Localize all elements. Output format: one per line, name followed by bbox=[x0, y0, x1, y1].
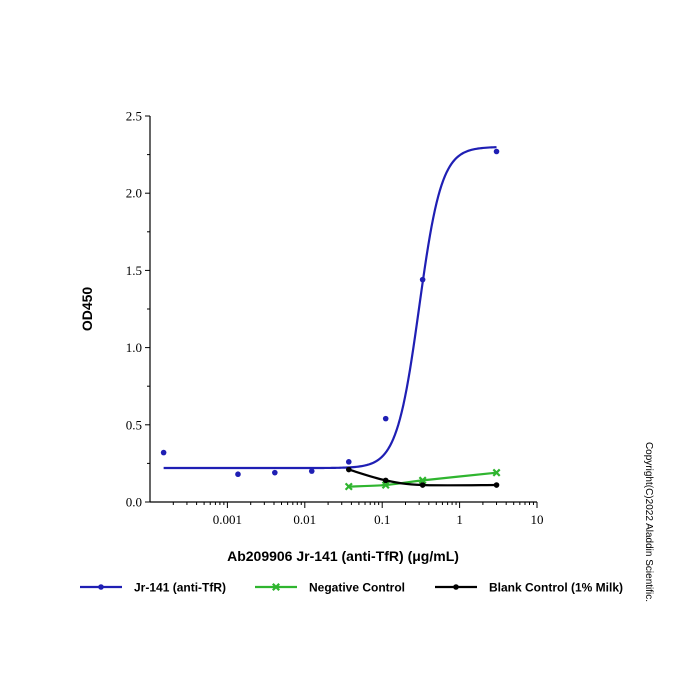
y-axis-title: OD450 bbox=[79, 287, 95, 332]
legend-item-blank-control-1-milk: Blank Control (1% Milk) bbox=[435, 581, 623, 595]
y-tick-label-1: 0.5 bbox=[126, 417, 142, 432]
series-jr-141-anti-tfr-point-6 bbox=[419, 276, 426, 283]
series-jr-141-anti-tfr-point-3 bbox=[308, 468, 315, 474]
y-ticks: 0.0 0.5 1.0 1.5 2.0 2.5 bbox=[126, 109, 150, 510]
legend-item-jr-141-anti-tfr: Jr-141 (anti-TfR) bbox=[80, 581, 226, 595]
series-jr-141-anti-tfr-point-4 bbox=[345, 459, 352, 465]
series-jr-141-anti-tfr-point-1 bbox=[235, 471, 241, 478]
legend-item-jr-141-anti-tfr-label: Jr-141 (anti-TfR) bbox=[134, 581, 226, 595]
legend-item-negative-control-label: Negative Control bbox=[309, 581, 405, 595]
legend: Jr-141 (anti-TfR) Negative Control Blank C… bbox=[80, 581, 623, 595]
y-tick-label-0: 0.0 bbox=[126, 495, 142, 510]
x-tick-label-0: 0.001 bbox=[213, 512, 242, 527]
y-tick-label-3: 1.5 bbox=[126, 263, 142, 278]
x-axis-title: Ab209906 Jr-141 (anti-TfR) (μg/mL) bbox=[227, 548, 459, 564]
x-tick-label-3: 1 bbox=[456, 512, 463, 527]
series-jr-141-anti-tfr-point-7 bbox=[493, 148, 500, 155]
axes bbox=[149, 116, 537, 503]
legend-item-negative-control-marker bbox=[272, 583, 280, 591]
series-jr-141-anti-tfr bbox=[160, 146, 500, 478]
series-blank-control-1-milk-point-3 bbox=[493, 482, 500, 488]
series-negative-control-point-1 bbox=[381, 481, 390, 489]
series-blank-control-1-milk bbox=[345, 466, 500, 488]
legend-item-blank-control-1-milk-label: Blank Control (1% Milk) bbox=[489, 581, 623, 595]
copyright-text: Copyright(C)2022 Aladdin Scientific. bbox=[643, 442, 654, 602]
series-negative-control-point-2 bbox=[418, 476, 427, 485]
legend-item-jr-141-anti-tfr-marker bbox=[98, 584, 104, 590]
series-negative-control-point-0 bbox=[344, 482, 353, 491]
series-blank-control-1-milk-point-1 bbox=[382, 477, 389, 484]
legend-item-negative-control: Negative Control bbox=[255, 581, 405, 595]
series-jr-141-anti-tfr-point-0 bbox=[160, 449, 167, 456]
series-jr-141-anti-tfr-point-5 bbox=[382, 415, 389, 422]
legend-item-blank-control-1-milk-marker bbox=[453, 584, 459, 590]
series-blank-control-1-milk-line bbox=[348, 468, 497, 487]
series-blank-control-1-milk-point-2 bbox=[419, 482, 426, 488]
y-tick-label-5: 2.5 bbox=[126, 109, 142, 124]
y-tick-label-2: 1.0 bbox=[126, 340, 142, 355]
series-blank-control-1-milk-point-0 bbox=[345, 466, 352, 473]
series-jr-141-anti-tfr-fit-line bbox=[163, 146, 497, 470]
series-negative-control-point-3 bbox=[492, 468, 501, 477]
y-tick-label-4: 2.0 bbox=[126, 186, 142, 201]
x-ticks: 0.001 0.01 0.1 1 10 bbox=[172, 502, 544, 527]
series-layer bbox=[160, 146, 501, 491]
x-tick-label-2: 0.1 bbox=[374, 512, 390, 527]
x-tick-label-1: 0.01 bbox=[293, 512, 316, 527]
x-tick-label-4: 10 bbox=[531, 512, 544, 527]
series-jr-141-anti-tfr-point-2 bbox=[272, 469, 278, 476]
